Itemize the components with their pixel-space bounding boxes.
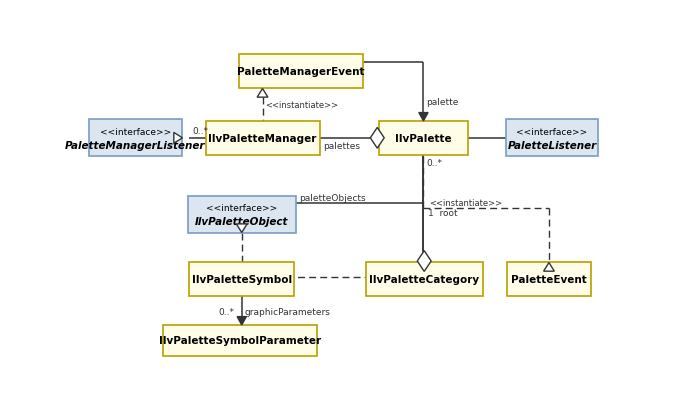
Polygon shape [237,224,247,233]
Text: IlvPaletteCategory: IlvPaletteCategory [369,274,479,284]
Text: <<interface>>: <<interface>> [516,127,587,136]
Text: IlvPaletteSymbol: IlvPaletteSymbol [192,274,292,284]
Polygon shape [370,128,384,149]
Polygon shape [419,113,428,121]
Text: 0..*: 0..* [218,307,235,316]
Text: palettes: palettes [323,142,360,151]
Text: PaletteManagerListener: PaletteManagerListener [65,141,206,151]
Polygon shape [257,90,268,98]
Text: PaletteListener: PaletteListener [508,141,597,151]
Text: graphicParameters: graphicParameters [245,307,331,316]
Text: PaletteManagerEvent: PaletteManagerEvent [237,67,365,77]
Text: paletteObjects: paletteObjects [299,193,365,202]
FancyBboxPatch shape [89,120,182,157]
Text: <<interface>>: <<interface>> [100,127,171,136]
FancyBboxPatch shape [163,325,317,356]
FancyBboxPatch shape [506,120,598,157]
Polygon shape [237,317,246,325]
Text: <<interface>>: <<interface>> [206,203,277,212]
FancyBboxPatch shape [188,196,295,233]
Polygon shape [417,251,431,272]
Text: IlvPaletteManager: IlvPaletteManager [208,134,317,143]
Text: IlvPaletteObject: IlvPaletteObject [195,217,289,227]
Polygon shape [174,133,183,144]
Text: <<instantiate>>: <<instantiate>> [430,198,503,207]
Text: 0..*: 0..* [193,126,208,135]
Text: 1  root: 1 root [428,208,458,217]
Text: <<instantiate>>: <<instantiate>> [266,100,339,109]
FancyBboxPatch shape [506,262,592,296]
FancyBboxPatch shape [206,122,320,156]
Polygon shape [544,263,554,271]
Text: palette: palette [427,98,459,107]
FancyBboxPatch shape [379,122,468,156]
FancyBboxPatch shape [239,55,364,89]
Text: PaletteEvent: PaletteEvent [511,274,587,284]
Text: IlvPaletteSymbolParameter: IlvPaletteSymbolParameter [159,335,321,345]
FancyBboxPatch shape [189,262,294,296]
Text: 0..*: 0..* [427,159,443,168]
FancyBboxPatch shape [366,262,483,296]
Text: IlvPalette: IlvPalette [395,134,452,143]
